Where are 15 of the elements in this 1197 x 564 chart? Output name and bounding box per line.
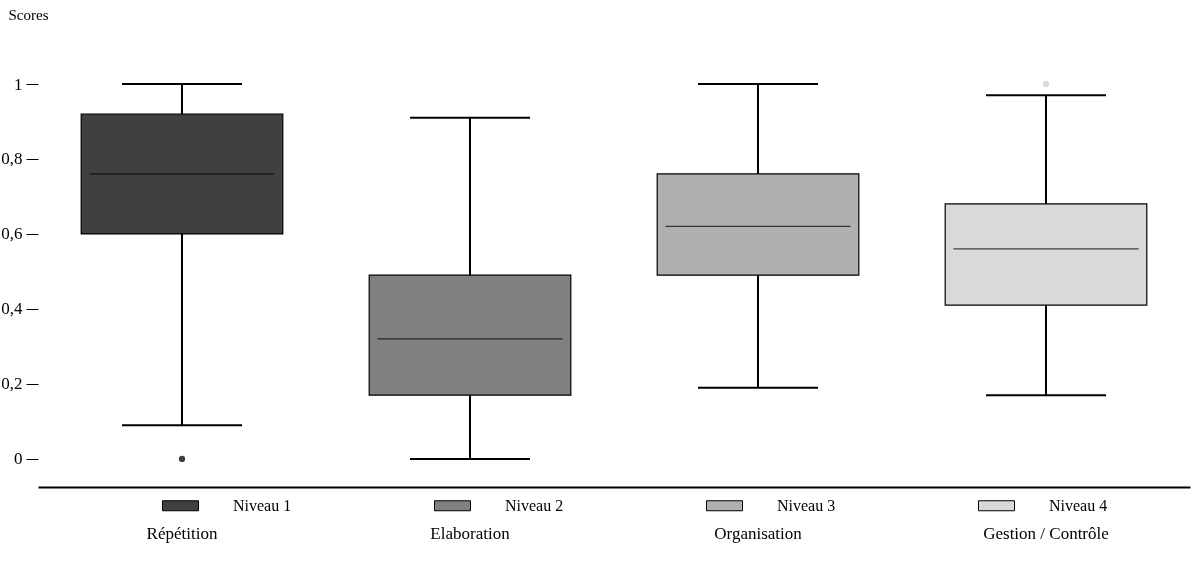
x-tick-label: Elaboration bbox=[430, 523, 511, 543]
x-tick-label: Gestion / Contrôle bbox=[983, 523, 1109, 543]
y-tick-label: 0,8 bbox=[1, 149, 23, 169]
y-tick-label: 0 bbox=[14, 449, 23, 469]
legend-label: Niveau 3 bbox=[777, 496, 836, 514]
y-tick-label: 0,6 bbox=[1, 224, 23, 244]
legend-label: Niveau 1 bbox=[233, 496, 292, 514]
y-tick-label: 1 bbox=[14, 74, 23, 94]
legend-label: Niveau 2 bbox=[505, 496, 564, 514]
x-tick-label: Organisation bbox=[714, 523, 803, 543]
y-tick-label: 0,2 bbox=[1, 374, 23, 394]
y-tick-label: 0,4 bbox=[1, 299, 23, 319]
y-axis-title: Scores bbox=[8, 6, 49, 23]
x-tick-label: Répétition bbox=[146, 523, 218, 543]
legend-label: Niveau 4 bbox=[1049, 496, 1108, 514]
